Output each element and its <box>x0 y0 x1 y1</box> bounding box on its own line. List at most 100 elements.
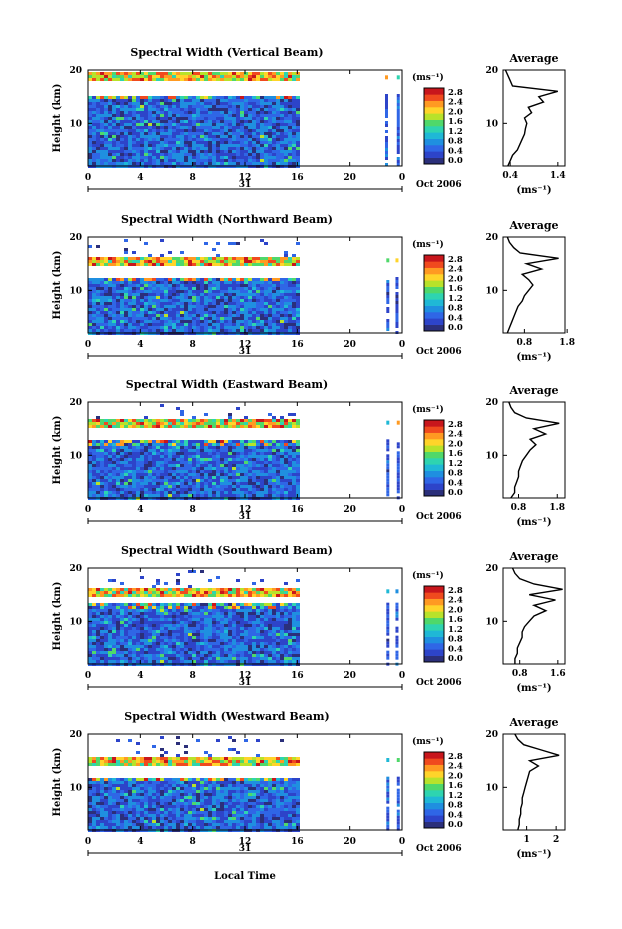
heatmap-cell <box>252 260 256 263</box>
heatmap-cell <box>156 624 160 627</box>
heatmap-cell <box>168 296 172 299</box>
heatmap-cell <box>100 129 104 132</box>
heatmap-cell <box>192 305 196 308</box>
heatmap-cell <box>92 302 96 305</box>
heatmap-cell <box>96 452 100 455</box>
heatmap-cell <box>152 147 156 150</box>
heatmap-cell <box>124 96 128 99</box>
heatmap-cell <box>284 135 288 138</box>
heatmap-cell <box>216 105 220 108</box>
heatmap-cell <box>128 314 132 317</box>
heatmap-cell <box>276 308 280 311</box>
heatmap-cell <box>220 633 224 636</box>
heatmap-cell <box>132 455 136 458</box>
heatmap-cell <box>296 461 300 464</box>
heatmap-cell <box>112 299 116 302</box>
heatmap-cell <box>224 263 228 266</box>
heatmap-cell <box>276 470 280 473</box>
heatmap-cell <box>184 485 188 488</box>
heatmap-cell <box>288 452 292 455</box>
heatmap-cell <box>276 144 280 147</box>
heatmap-cell <box>208 419 212 422</box>
heatmap-cell <box>296 443 300 446</box>
heatmap-cell <box>132 114 136 117</box>
heatmap-cell <box>176 449 180 452</box>
heatmap-cell <box>236 126 240 129</box>
heatmap-cell <box>96 612 100 615</box>
heatmap-cell <box>236 579 240 582</box>
heatmap-cell <box>124 278 128 281</box>
heatmap-cell <box>256 603 260 606</box>
heatmap-cell <box>172 606 176 609</box>
heatmap-cell <box>212 621 216 624</box>
heatmap-cell <box>184 153 188 156</box>
heatmap-cell <box>92 470 96 473</box>
heatmap-cell <box>260 485 264 488</box>
heatmap-cell <box>172 153 176 156</box>
heatmap-cell <box>264 305 268 308</box>
heatmap-cell <box>236 278 240 281</box>
heatmap-cell <box>128 494 132 497</box>
heatmap-cell <box>108 579 112 582</box>
heatmap-cell <box>208 114 212 117</box>
heatmap-cell <box>128 293 132 296</box>
heatmap-cell <box>296 452 300 455</box>
heatmap-cell <box>272 156 276 159</box>
heatmap-cell <box>264 425 268 428</box>
heatmap-cell <box>184 111 188 114</box>
heatmap-cell <box>228 281 232 284</box>
heatmap-cell <box>132 138 136 141</box>
heatmap-cell <box>104 126 108 129</box>
heatmap-cell <box>224 452 228 455</box>
heatmap-cell <box>272 260 276 263</box>
heatmap-cell <box>100 299 104 302</box>
heatmap-cell <box>228 242 232 245</box>
heatmap-cell <box>188 72 192 75</box>
heatmap-cell <box>292 485 296 488</box>
heatmap-cell <box>92 129 96 132</box>
heatmap-cell <box>396 112 400 115</box>
heatmap-cell <box>152 308 156 311</box>
heatmap-cell <box>196 117 200 120</box>
heatmap-cell <box>136 452 140 455</box>
profile-x-tick-label: 1.4 <box>550 171 566 181</box>
heatmap-cell <box>96 473 100 476</box>
heatmap-cell <box>176 260 180 263</box>
heatmap-cell <box>136 126 140 129</box>
heatmap-cell <box>88 278 92 281</box>
heatmap-cell <box>128 153 132 156</box>
heatmap-cell <box>224 467 228 470</box>
heatmap-cell <box>180 621 184 624</box>
heatmap-cell <box>220 278 224 281</box>
heatmap-cell <box>168 141 172 144</box>
heatmap-cell <box>244 624 248 627</box>
heatmap-cell <box>280 120 284 123</box>
heatmap-cell <box>280 446 284 449</box>
heatmap-cell <box>280 455 284 458</box>
heatmap-cell <box>296 156 300 159</box>
heatmap-cell <box>100 284 104 287</box>
heatmap-cell <box>144 117 148 120</box>
heatmap-cell <box>148 96 152 99</box>
heatmap-cell <box>256 281 260 284</box>
heatmap-cell <box>244 263 248 266</box>
heatmap-cell <box>100 482 104 485</box>
heatmap-cell <box>236 612 240 615</box>
heatmap-cell <box>88 476 92 479</box>
heatmap-cell <box>176 135 180 138</box>
heatmap-cell <box>296 449 300 452</box>
heatmap-cell <box>396 487 400 491</box>
heatmap-cell <box>96 135 100 138</box>
heatmap-cell <box>276 299 280 302</box>
heatmap-cell <box>232 618 236 621</box>
heatmap-cell <box>92 263 96 266</box>
heatmap-cell <box>168 311 172 314</box>
heatmap-cell <box>228 461 232 464</box>
heatmap-cell <box>232 78 236 81</box>
heatmap-cell <box>208 588 212 591</box>
heatmap-cell <box>248 150 252 153</box>
heatmap-cell <box>124 485 128 488</box>
heatmap-cell <box>120 452 124 455</box>
heatmap-cell <box>88 135 92 138</box>
heatmap-cell <box>168 150 172 153</box>
